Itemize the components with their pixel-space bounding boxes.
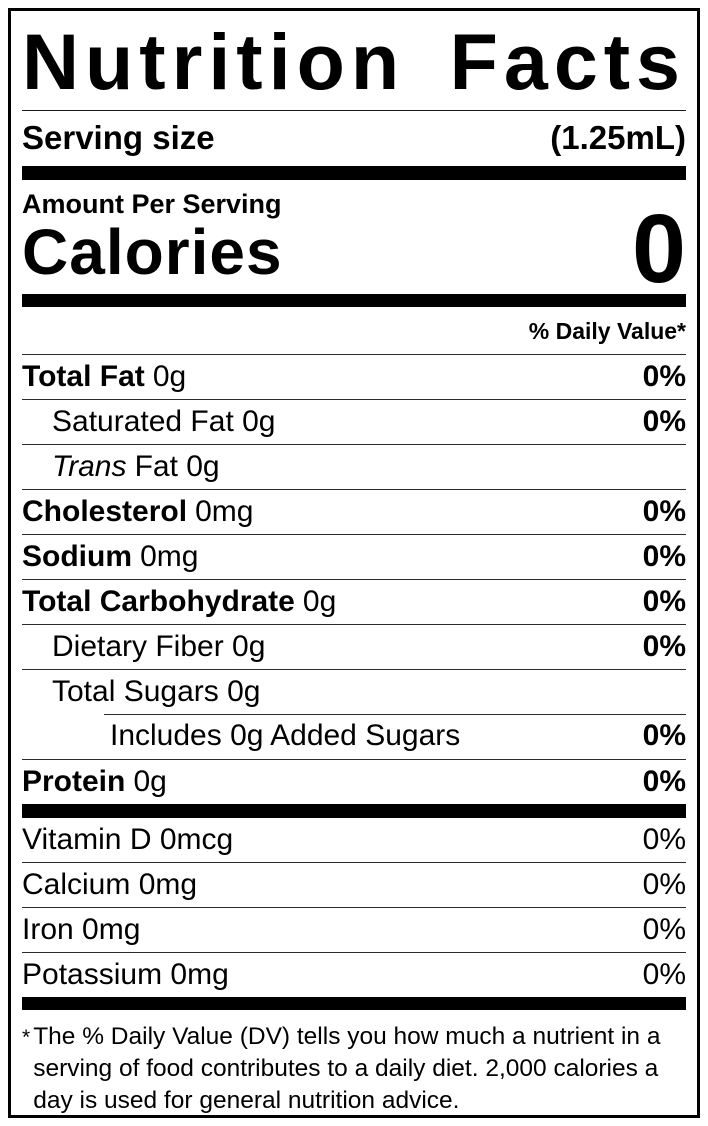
nutrient-row-dietary-fiber: Dietary Fiber 0g 0% — [22, 624, 686, 669]
nutrition-facts-title: Nutrition Facts — [22, 17, 686, 112]
title-word-facts: Facts — [449, 17, 686, 106]
micronutrient-row-iron: Iron 0mg 0% — [22, 906, 686, 952]
micronutrient-rows: Vitamin D 0mcg 0% Calcium 0mg 0% Iron 0m… — [22, 818, 686, 997]
nutrient-name: Includes 0g Added Sugars — [110, 719, 461, 753]
nutrient-amount: 0g — [152, 359, 187, 393]
nutrient-rows: Total Fat 0g 0% Saturated Fat 0g 0% Trans… — [22, 353, 686, 804]
nutrient-amount: 0g — [302, 585, 337, 619]
nutrient-name-italic: Trans — [52, 449, 127, 483]
section-divider-bar-bottom — [22, 997, 686, 1011]
nutrient-row-added-sugars: Includes 0g Added Sugars 0% — [22, 714, 686, 758]
serving-size-value: (1.25mL) — [550, 119, 686, 157]
nutrient-row-total-fat: Total Fat 0g 0% — [22, 353, 686, 399]
nutrient-name: Saturated Fat 0g — [52, 404, 276, 438]
nutrient-name-cell: Includes 0g Added Sugars — [22, 720, 643, 752]
nutrition-facts-label: Nutrition Facts Serving size (1.25mL) Am… — [8, 8, 700, 1118]
nutrient-name-cell: Protein 0g — [22, 764, 643, 798]
calories-label: Calories — [22, 216, 283, 289]
nutrient-row-total-carbohydrate: Total Carbohydrate 0g 0% — [22, 579, 686, 624]
nutrient-amount: 0mg — [195, 495, 254, 528]
nutrient-name: Total Carbohydrate — [22, 585, 295, 619]
nutrient-name-cell: Cholesterol 0mg — [22, 495, 643, 528]
daily-value-footnote: * The % Daily Value (DV) tells you how m… — [22, 1010, 686, 1115]
micronutrient-row-potassium: Potassium 0mg 0% — [22, 951, 686, 997]
amount-per-serving-label: Amount Per Serving — [22, 189, 282, 220]
nutrient-name: Sodium — [22, 540, 132, 574]
nutrient-name-cell: Saturated Fat 0g — [22, 404, 643, 438]
daily-value: 0% — [642, 495, 686, 528]
daily-value: 0% — [642, 540, 686, 574]
calories-left-column: Amount Per Serving Calories — [22, 189, 283, 285]
micronutrient-row-vitamin-d: Vitamin D 0mcg 0% — [22, 818, 686, 862]
nutrient-row-sodium: Sodium 0mg 0% — [22, 534, 686, 579]
nutrient-name: Protein — [22, 764, 126, 798]
section-divider-bar-top — [22, 166, 686, 181]
daily-value: 0% — [642, 912, 686, 946]
micronutrient-name: Potassium 0mg — [22, 957, 229, 991]
nutrient-name: Cholesterol — [22, 495, 188, 528]
nutrient-row-saturated-fat: Saturated Fat 0g 0% — [22, 398, 686, 444]
calories-section: Amount Per Serving Calories 0 — [22, 180, 686, 303]
daily-value: 0% — [642, 630, 686, 664]
serving-size-label: Serving size — [22, 119, 215, 157]
nutrient-name: Total Fat — [22, 359, 145, 393]
section-divider-bar-calories — [22, 293, 686, 307]
footnote-text: The % Daily Value (DV) tells you how muc… — [33, 1023, 661, 1114]
nutrient-name-cell: Sodium 0mg — [22, 541, 643, 573]
nutrient-name-cell: Total Sugars 0g — [22, 676, 686, 708]
nutrient-name: Dietary Fiber 0g — [52, 630, 266, 664]
title-word-nutrition: Nutrition — [22, 17, 406, 106]
daily-value: 0% — [642, 359, 686, 393]
micronutrient-name: Vitamin D 0mcg — [22, 822, 234, 856]
nutrient-amount: 0g — [133, 764, 167, 798]
daily-value: 0% — [642, 764, 686, 798]
serving-size-row: Serving size (1.25mL) — [22, 111, 686, 166]
daily-value: 0% — [642, 404, 686, 438]
daily-value: 0% — [642, 957, 686, 991]
nutrient-row-trans-fat: Trans Fat 0g — [22, 443, 686, 489]
nutrient-amount: 0mg — [140, 540, 199, 574]
daily-value: 0% — [642, 822, 686, 856]
nutrient-name-cell: Trans Fat 0g — [22, 449, 686, 483]
nutrient-row-total-sugars: Total Sugars 0g — [22, 669, 686, 714]
calories-value: 0 — [632, 194, 686, 303]
micronutrient-row-calcium: Calcium 0mg 0% — [22, 861, 686, 907]
footnote-asterisk: * — [22, 1026, 31, 1050]
nutrient-name-cell: Dietary Fiber 0g — [22, 631, 643, 663]
micronutrient-name: Calcium 0mg — [22, 867, 198, 901]
daily-value: 0% — [642, 585, 686, 619]
section-divider-bar-protein — [22, 803, 686, 818]
micronutrient-name: Iron 0mg — [22, 912, 141, 946]
nutrient-name-cell: Total Fat 0g — [22, 359, 643, 393]
nutrient-name-cell: Total Carbohydrate 0g — [22, 586, 643, 618]
nutrient-amount: Fat 0g — [134, 449, 220, 483]
nutrient-row-protein: Protein 0g 0% — [22, 758, 686, 804]
daily-value-header: % Daily Value* — [528, 317, 686, 344]
nutrient-row-cholesterol: Cholesterol 0mg 0% — [22, 489, 686, 534]
nutrient-name: Total Sugars 0g — [52, 675, 261, 709]
daily-value: 0% — [642, 867, 686, 901]
daily-value: 0% — [642, 719, 686, 753]
